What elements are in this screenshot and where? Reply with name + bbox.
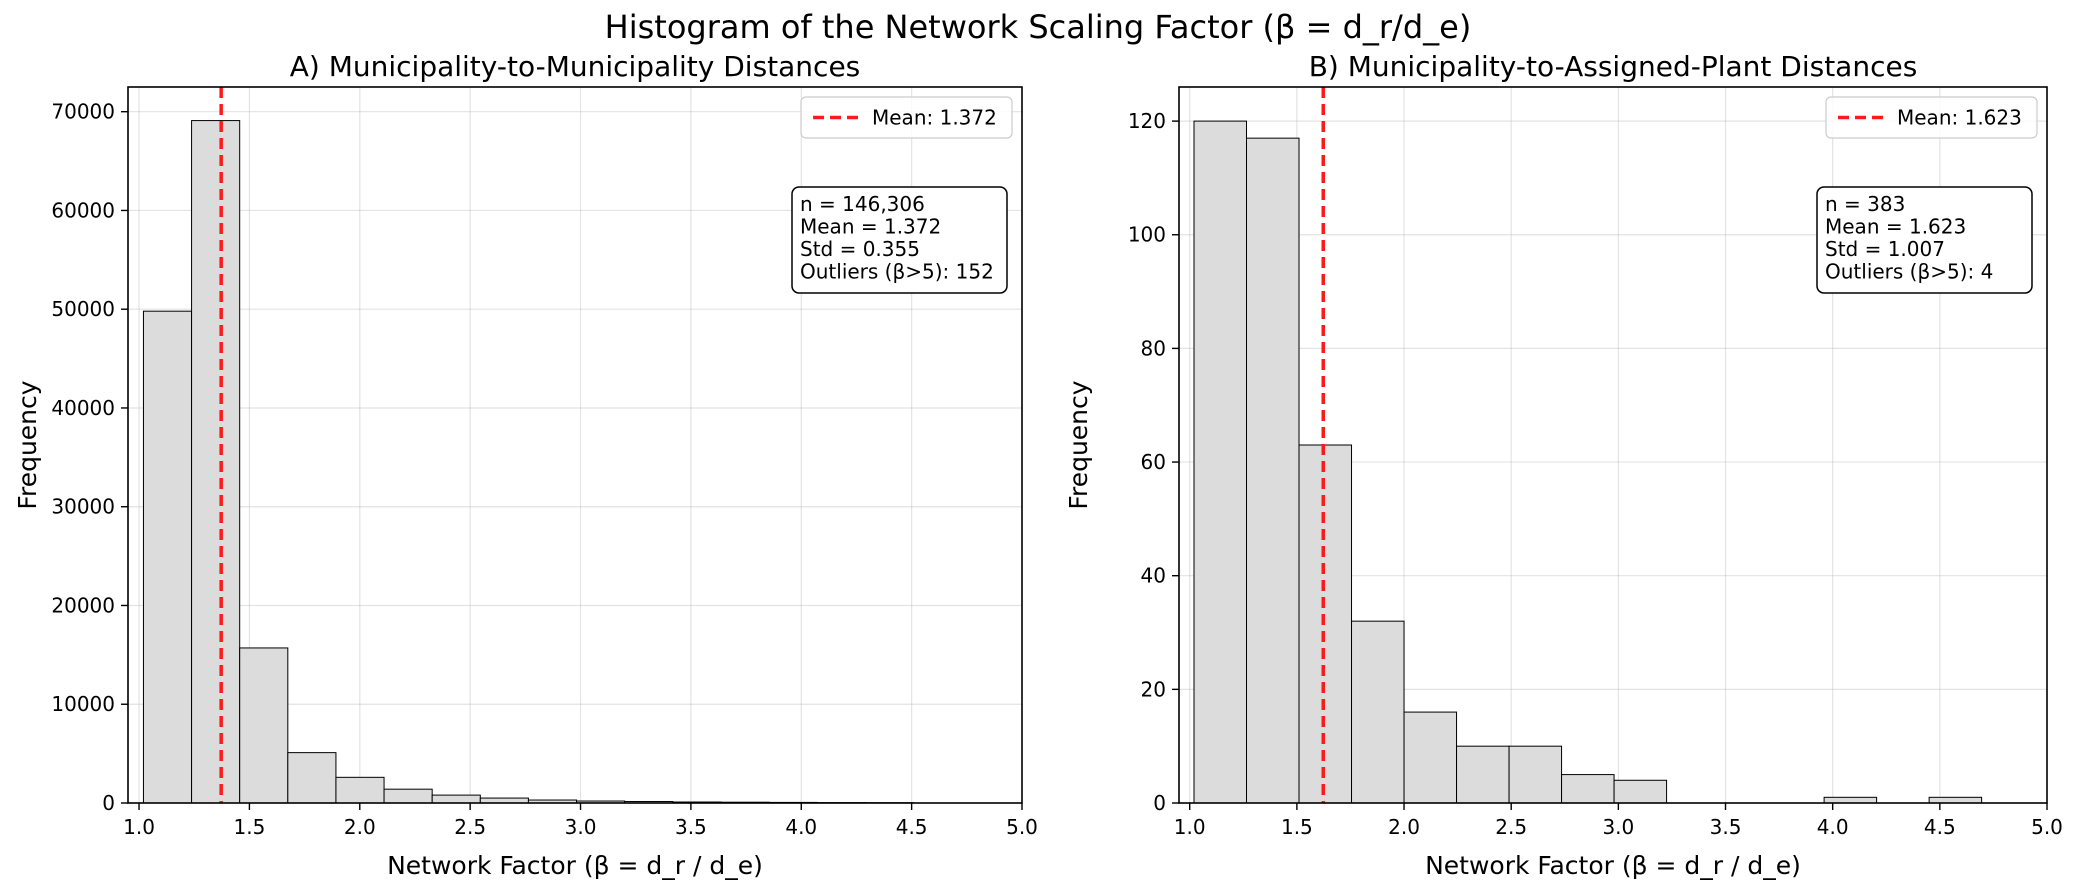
- y-tick-label: 80: [1141, 336, 1166, 360]
- stats-line: Mean = 1.372: [800, 215, 941, 239]
- x-tick-label: 5.0: [1006, 815, 1038, 839]
- axes-frame: [127, 86, 1023, 804]
- x-tick-label: 1.0: [1174, 815, 1206, 839]
- stats-line: n = 146,306: [800, 192, 925, 216]
- histogram-panel-b: 1.0 1.5 2.0 2.5 3.0 3.5 4.0 4.5 5.0 0 20 40 60 80 100 1…: [1064, 50, 2063, 880]
- x-tick-label: 2.0: [344, 815, 376, 839]
- x-tick-label: 4.5: [896, 815, 928, 839]
- y-axis-label: Frequency: [1064, 380, 1093, 509]
- figure-title: Histogram of the Network Scaling Factor …: [605, 8, 1472, 46]
- x-tick-label: 2.5: [454, 815, 486, 839]
- histogram-bar: [1193, 120, 1248, 804]
- histogram-bar: [1823, 796, 1878, 804]
- y-tick-label: 0: [102, 791, 115, 815]
- histogram-bar: [335, 776, 385, 804]
- x-axis-label: Network Factor (β = d_r / d_e): [387, 851, 763, 880]
- histogram-bar: [1508, 745, 1563, 804]
- axes-frame: [1178, 86, 2048, 804]
- histogram-bar: [1351, 620, 1405, 804]
- legend: Mean: 1.623: [1825, 96, 2038, 139]
- x-tick-label: 2.0: [1388, 815, 1420, 839]
- x-tick-label: 3.0: [565, 815, 597, 839]
- stats-box-frame: [1816, 186, 2033, 294]
- y-tick-label: 40: [1141, 564, 1166, 588]
- histogram-bar: [1246, 137, 1300, 804]
- y-tick-label: 70000: [51, 100, 115, 124]
- y-tick-label: 20: [1141, 677, 1166, 701]
- x-axis-label: Network Factor (β = d_r / d_e): [1425, 851, 1801, 880]
- stats-line: Outliers (β>5): 4: [1825, 260, 1993, 284]
- y-tick-label: 20000: [51, 593, 115, 617]
- y-tick-label: 60: [1141, 450, 1166, 474]
- x-tick-label: 1.0: [123, 815, 155, 839]
- legend-box: [1825, 96, 2038, 139]
- histogram-bar: [142, 310, 193, 804]
- x-tick-label: 3.5: [675, 815, 707, 839]
- x-tick-label: 4.5: [1924, 815, 1956, 839]
- histogram-bar: [1456, 745, 1510, 804]
- histogram-bar: [1928, 796, 1983, 804]
- stats-line: n = 383: [1825, 192, 1905, 216]
- x-tick-label: 3.0: [1602, 815, 1634, 839]
- x-tick-label: 1.5: [234, 815, 266, 839]
- histogram-bar: [1403, 711, 1458, 804]
- bars: [1193, 120, 1983, 804]
- stats-line: Std = 0.355: [800, 237, 920, 261]
- legend-label: Mean: 1.623: [1897, 106, 2022, 130]
- x-tick-label: 4.0: [1817, 815, 1849, 839]
- stats-line: Std = 1.007: [1825, 237, 1945, 261]
- histogram-panel-a: 1.0 1.5 2.0 2.5 3.0 3.5 4.0 4.5 5.0 0 10000 20000 30…: [13, 50, 1038, 880]
- histogram-bar: [287, 752, 337, 804]
- histogram-bar: [239, 647, 289, 804]
- legend-box: [800, 96, 1013, 139]
- panel-title: B) Municipality-to-Assigned-Plant Distan…: [1309, 50, 1918, 83]
- histogram-bar: [431, 794, 481, 804]
- y-tick-label: 30000: [51, 495, 115, 519]
- stats-line: Outliers (β>5): 152: [800, 260, 994, 284]
- y-tick-label: 10000: [51, 692, 115, 716]
- panel-title: A) Municipality-to-Municipality Distance…: [290, 50, 861, 83]
- y-axis-label: Frequency: [13, 380, 42, 509]
- y-tick-label: 0: [1153, 791, 1166, 815]
- histogram-bar: [191, 120, 241, 804]
- x-tick-label: 4.0: [785, 815, 817, 839]
- stats-box-frame: [791, 186, 1008, 294]
- x-tick-label: 3.5: [1710, 815, 1742, 839]
- y-tick-label: 50000: [51, 297, 115, 321]
- histogram-bar: [1561, 774, 1615, 804]
- y-tick-label: 40000: [51, 396, 115, 420]
- legend: Mean: 1.372: [800, 96, 1013, 139]
- histogram-bar: [1613, 779, 1668, 804]
- histogram-bar: [383, 788, 433, 804]
- stats-line: Mean = 1.623: [1825, 215, 1966, 239]
- y-tick-label: 60000: [51, 198, 115, 222]
- legend-label: Mean: 1.372: [872, 106, 997, 130]
- y-tick-label: 120: [1128, 109, 1166, 133]
- x-tick-label: 1.5: [1281, 815, 1313, 839]
- x-tick-label: 2.5: [1495, 815, 1527, 839]
- histogram-bar: [1298, 444, 1353, 804]
- bars: [142, 120, 914, 804]
- x-tick-label: 5.0: [2031, 815, 2063, 839]
- y-tick-label: 100: [1128, 223, 1166, 247]
